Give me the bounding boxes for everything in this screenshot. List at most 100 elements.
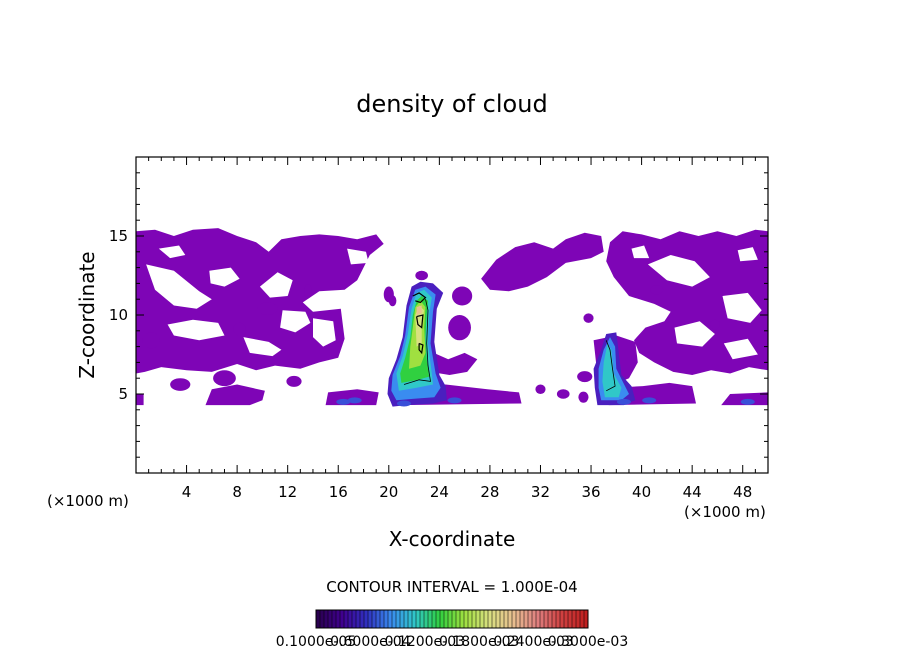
colorbar-swatch [324, 610, 329, 628]
colorbar-swatch [356, 610, 361, 628]
colorbar-swatch [560, 610, 565, 628]
cloud-puff-13 [577, 371, 593, 383]
colorbar-swatch [468, 610, 473, 628]
core-1-contour-low [418, 342, 424, 355]
core-1-outline [403, 299, 431, 385]
cloud-puff-2 [213, 370, 236, 387]
colorbar-swatch [528, 610, 533, 628]
colorbar-swatch [348, 610, 353, 628]
colorbar-swatch [484, 610, 489, 628]
cloud-gap-12 [674, 321, 715, 347]
colorbar-swatch [516, 610, 521, 628]
cloud-gap-13 [723, 338, 758, 360]
colorbar-swatch [464, 610, 469, 628]
cloud-puff-7 [415, 270, 428, 281]
colorbar-tick-label: 0.6000e-04 [330, 634, 411, 650]
colorbar-swatch [320, 610, 325, 628]
colorbar-swatch [452, 610, 457, 628]
colorbar-frame [315, 609, 589, 629]
low-band-patch-4 [447, 397, 462, 404]
colorbar-swatch [316, 610, 321, 628]
cloud-gap-2 [167, 319, 225, 341]
core-2-level-3 [602, 343, 622, 398]
cloud-puff-1 [170, 378, 191, 391]
colorbar-swatch [376, 610, 381, 628]
x-tick-label: 28 [480, 483, 499, 501]
colorbar-tick-label: 0.1200e-03 [385, 634, 465, 650]
x-tick-label: 20 [379, 483, 398, 501]
cloud-top-middle [481, 232, 604, 292]
x-tick-label: 8 [232, 483, 242, 501]
colorbar-swatch [572, 610, 577, 628]
colorbar-swatch [512, 610, 517, 628]
low-band-patch-5 [616, 398, 631, 405]
colorbar-swatch [380, 610, 385, 628]
x-axis-label: X-coordinate [389, 527, 516, 551]
y-axis-label: Z-coordinate [75, 251, 99, 378]
cloud-puff-19 [233, 322, 246, 336]
colorbar-swatch [444, 610, 449, 628]
colorbar-swatch [576, 610, 581, 628]
core-2-outline [605, 340, 616, 392]
cloud-gap-10 [647, 255, 710, 287]
x-unit-label: (×1000 m) [684, 503, 766, 521]
colorbar-swatch [480, 610, 485, 628]
colorbar-labels: 0.1000e-050.6000e-040.1200e-030.1800e-03… [276, 634, 628, 650]
colorbar-swatch [412, 610, 417, 628]
colorbar-swatch [524, 610, 529, 628]
low-band-patch-7 [740, 398, 755, 405]
colorbar-swatch [492, 610, 497, 628]
core-1-contour-top [412, 292, 427, 304]
colorbar-swatch [544, 610, 549, 628]
core-1-level-7 [416, 305, 422, 315]
colorbar-swatch [472, 610, 477, 628]
colorbar-swatch [568, 610, 573, 628]
colorbar-swatch [432, 610, 437, 628]
x-tick-label: 4 [182, 483, 192, 501]
y-tick-label: 10 [109, 306, 128, 324]
cloud-puff-8 [448, 315, 471, 341]
colorbar-swatch [424, 610, 429, 628]
colorbar-swatch [504, 610, 509, 628]
x-tick-label: 24 [430, 483, 449, 501]
colorbar-swatch [408, 610, 413, 628]
x-tick-label: 44 [683, 483, 702, 501]
colorbar [315, 609, 589, 629]
colorbar-swatch [388, 610, 393, 628]
colorbar-swatch [456, 610, 461, 628]
cloud-gap-7 [313, 318, 336, 347]
cloud-gap-11 [722, 292, 762, 323]
colorbar-swatch [536, 610, 541, 628]
low-band-patch-1 [336, 398, 351, 405]
cloud-gap-15 [737, 247, 758, 262]
colorbar-swatch [332, 610, 337, 628]
colorbar-swatch [420, 610, 425, 628]
cloud-low-band-4 [721, 392, 768, 406]
cloud-gap-8 [347, 248, 369, 265]
cloud-puff-11 [556, 389, 570, 399]
colorbar-swatch [584, 610, 589, 628]
cloud-puff-15 [650, 284, 664, 295]
cloud-puff-17 [142, 332, 161, 349]
cloud-puff-9 [452, 286, 473, 306]
colorbar-swatch [436, 610, 441, 628]
x-tick-label: 16 [329, 483, 348, 501]
y-tick-label: 5 [118, 385, 128, 403]
colorbar-swatch [384, 610, 389, 628]
cloud-puff-14 [583, 313, 594, 323]
colorbar-swatch [416, 610, 421, 628]
colorbar-tick-label: 0.2400e-03 [493, 634, 573, 650]
low-band-patch-3 [396, 400, 411, 407]
low-band-patch-6 [642, 397, 657, 404]
contour-interval-label: CONTOUR INTERVAL = 1.000E-04 [326, 578, 577, 596]
y-tick-label: 15 [109, 227, 128, 245]
y-unit-label: (×1000 m) [47, 492, 129, 510]
cloud-mass-right [606, 229, 768, 375]
cloud-gap-14 [631, 245, 650, 259]
cloud-gap-4 [259, 272, 293, 298]
x-tick-label: 40 [632, 483, 651, 501]
cloud-puff-10 [535, 384, 546, 395]
colorbar-swatch [552, 610, 557, 628]
colorbar-swatch [404, 610, 409, 628]
